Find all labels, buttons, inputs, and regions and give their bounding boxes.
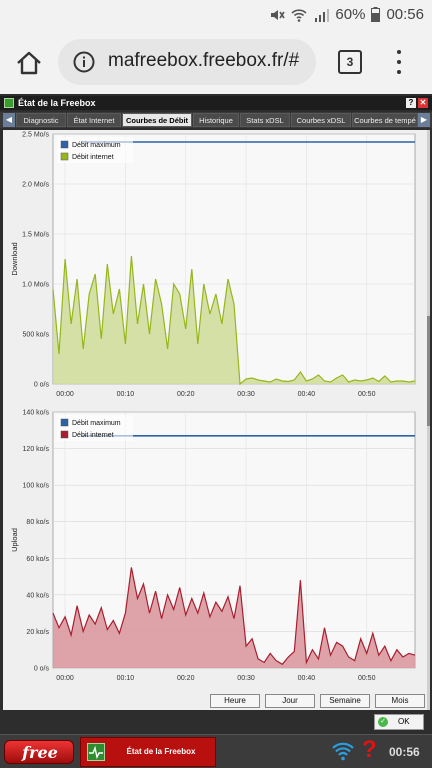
- upload-y-tick-label: 0 o/s: [34, 666, 50, 673]
- freebox-monitor-icon: [87, 743, 105, 761]
- url-text[interactable]: mafreebox.freebox.fr/#: [108, 50, 300, 71]
- battery-icon: [371, 7, 381, 22]
- upload-x-tick-label: 00:20: [177, 675, 195, 682]
- download-x-tick-label: 00:00: [56, 391, 74, 398]
- tab-courbes-xdsl[interactable]: Courbes xDSL: [291, 113, 351, 127]
- freebox-window: État de la Freebox ? ✕ ◀ Diagnostic État…: [0, 94, 432, 734]
- panel-scrollbar-thumb[interactable]: [427, 316, 430, 426]
- mute-icon: [271, 9, 286, 20]
- upload-y-tick-label: 20 ko/s: [26, 629, 49, 636]
- period-hour-button[interactable]: Heure: [210, 694, 260, 708]
- download-chart-svg: 0 o/s 500 ko/s 1.0 Mo/s 1.5 Mo/s 2.0 Mo/s 2.5…: [10, 132, 416, 398]
- upload-x-tick-label: 00:40: [298, 675, 316, 682]
- upload-legend-swatch: [60, 430, 69, 439]
- window-titlebar: État de la Freebox ? ✕: [0, 96, 432, 110]
- tab-etat-internet[interactable]: État Internet: [67, 113, 121, 127]
- close-button[interactable]: ✕: [418, 98, 428, 108]
- tab-scroll-left-icon[interactable]: ◀: [3, 113, 15, 127]
- download-legend-label: Débit internet: [72, 154, 114, 161]
- download-x-tick-label: 00:10: [117, 391, 135, 398]
- address-bar[interactable]: mafreebox.freebox.fr/#: [58, 39, 316, 85]
- download-legend-swatch: [60, 140, 69, 149]
- battery-percent: 60%: [335, 6, 366, 23]
- download-y-tick-label: 0 o/s: [34, 382, 50, 389]
- upload-x-tick-label: 00:50: [358, 675, 376, 682]
- wifi-icon: [291, 8, 307, 22]
- free-logo-text: free: [22, 743, 58, 762]
- tab-switcher-button[interactable]: 3: [338, 50, 362, 74]
- taskbar-item-label: État de la Freebox: [126, 747, 196, 756]
- period-week-button[interactable]: Semaine: [320, 694, 370, 708]
- dialog-footer: ✓ OK: [0, 710, 432, 734]
- download-y-tick-label: 2.0 Mo/s: [22, 182, 49, 189]
- upload-y-tick-label: 60 ko/s: [26, 556, 49, 563]
- download-y-axis-label: Download: [10, 242, 19, 275]
- tab-strip: ◀ Diagnostic État Internet Courbes de Dé…: [0, 112, 432, 128]
- tray-wifi-icon[interactable]: [332, 741, 354, 761]
- upload-y-tick-label: 80 ko/s: [26, 519, 49, 526]
- status-icons: 60% 00:56: [269, 6, 424, 23]
- period-day-button[interactable]: Jour: [265, 694, 315, 708]
- tab-stats-xdsl[interactable]: Stats xDSL: [240, 113, 290, 127]
- taskbar-clock: 00:56: [389, 745, 420, 759]
- status-clock: 00:56: [386, 6, 424, 23]
- upload-y-tick-label: 100 ko/s: [23, 483, 50, 490]
- download-y-tick-label: 500 ko/s: [23, 332, 50, 339]
- window-title: État de la Freebox: [18, 98, 96, 108]
- upload-legend-label: Débit maximum: [72, 420, 121, 427]
- freebox-app-icon: [4, 98, 14, 108]
- upload-legend-swatch: [60, 418, 69, 427]
- overflow-menu-icon[interactable]: [394, 50, 404, 76]
- tab-courbes-temperature[interactable]: Courbes de tempé: [352, 113, 418, 127]
- tab-scroll-right-icon[interactable]: ▶: [418, 113, 430, 127]
- free-start-button[interactable]: free: [4, 740, 74, 764]
- upload-y-tick-label: 140 ko/s: [23, 410, 50, 417]
- tab-diagnostic[interactable]: Diagnostic: [16, 113, 66, 127]
- download-x-tick-label: 00:50: [358, 391, 376, 398]
- upload-series-area: [53, 567, 415, 668]
- content-panel: 0 o/s 500 ko/s 1.0 Mo/s 1.5 Mo/s 2.0 Mo/s 2.5…: [3, 130, 429, 710]
- download-x-tick-label: 00:30: [237, 391, 255, 398]
- status-bar: 60% 00:56: [0, 0, 432, 30]
- download-y-tick-label: 2.5 Mo/s: [22, 132, 49, 139]
- signal-icon: [315, 8, 330, 22]
- download-x-tick-label: 00:20: [177, 391, 195, 398]
- upload-legend-box: [57, 415, 133, 441]
- upload-y-tick-label: 40 ko/s: [26, 592, 49, 599]
- download-series-line: [52, 255, 416, 386]
- taskbar: free État de la Freebox ? 00:56: [0, 734, 432, 768]
- download-legend-label: Débit maximum: [72, 142, 121, 149]
- download-legend-box: [57, 137, 133, 163]
- tab-courbes-debit[interactable]: Courbes de Débit: [122, 113, 192, 127]
- upload-x-tick-label: 00:10: [117, 675, 135, 682]
- download-y-tick-label: 1.5 Mo/s: [22, 232, 49, 239]
- upload-y-tick-label: 120 ko/s: [23, 446, 50, 453]
- upload-chart-svg: 0 o/s 20 ko/s 40 ko/s 60 ko/s 80 ko/s 100 ko/…: [10, 410, 416, 682]
- upload-legend: Débit maximum Débit internet: [57, 415, 133, 441]
- upload-y-axis-label: Upload: [10, 528, 19, 552]
- period-selector: Heure Jour Semaine Mois: [3, 692, 429, 710]
- home-icon[interactable]: [14, 48, 44, 78]
- help-button[interactable]: ?: [406, 98, 416, 108]
- check-icon: ✓: [378, 717, 388, 727]
- upload-chart: 0 o/s 20 ko/s 40 ko/s 60 ko/s 80 ko/s 100 ko/…: [3, 408, 423, 690]
- taskbar-item-freebox-state[interactable]: État de la Freebox: [80, 737, 216, 767]
- ok-label: OK: [398, 717, 410, 726]
- download-legend-swatch: [60, 152, 69, 161]
- browser-toolbar: mafreebox.freebox.fr/# 3: [0, 30, 432, 94]
- info-icon[interactable]: [73, 51, 95, 73]
- ok-button[interactable]: ✓ OK: [374, 714, 424, 730]
- tray-help-icon[interactable]: ?: [362, 736, 377, 763]
- download-x-tick-label: 00:40: [298, 391, 316, 398]
- upload-x-tick-label: 00:30: [237, 675, 255, 682]
- download-legend: Débit maximum Débit internet: [57, 137, 133, 163]
- upload-series-line: [52, 567, 416, 666]
- tab-historique[interactable]: Historique: [193, 113, 239, 127]
- upload-legend-label: Débit internet: [72, 432, 114, 439]
- download-y-tick-label: 1.0 Mo/s: [22, 282, 49, 289]
- period-month-button[interactable]: Mois: [375, 694, 425, 708]
- download-chart: 0 o/s 500 ko/s 1.0 Mo/s 1.5 Mo/s 2.0 Mo/s 2.5…: [3, 130, 423, 406]
- upload-x-tick-label: 00:00: [56, 675, 74, 682]
